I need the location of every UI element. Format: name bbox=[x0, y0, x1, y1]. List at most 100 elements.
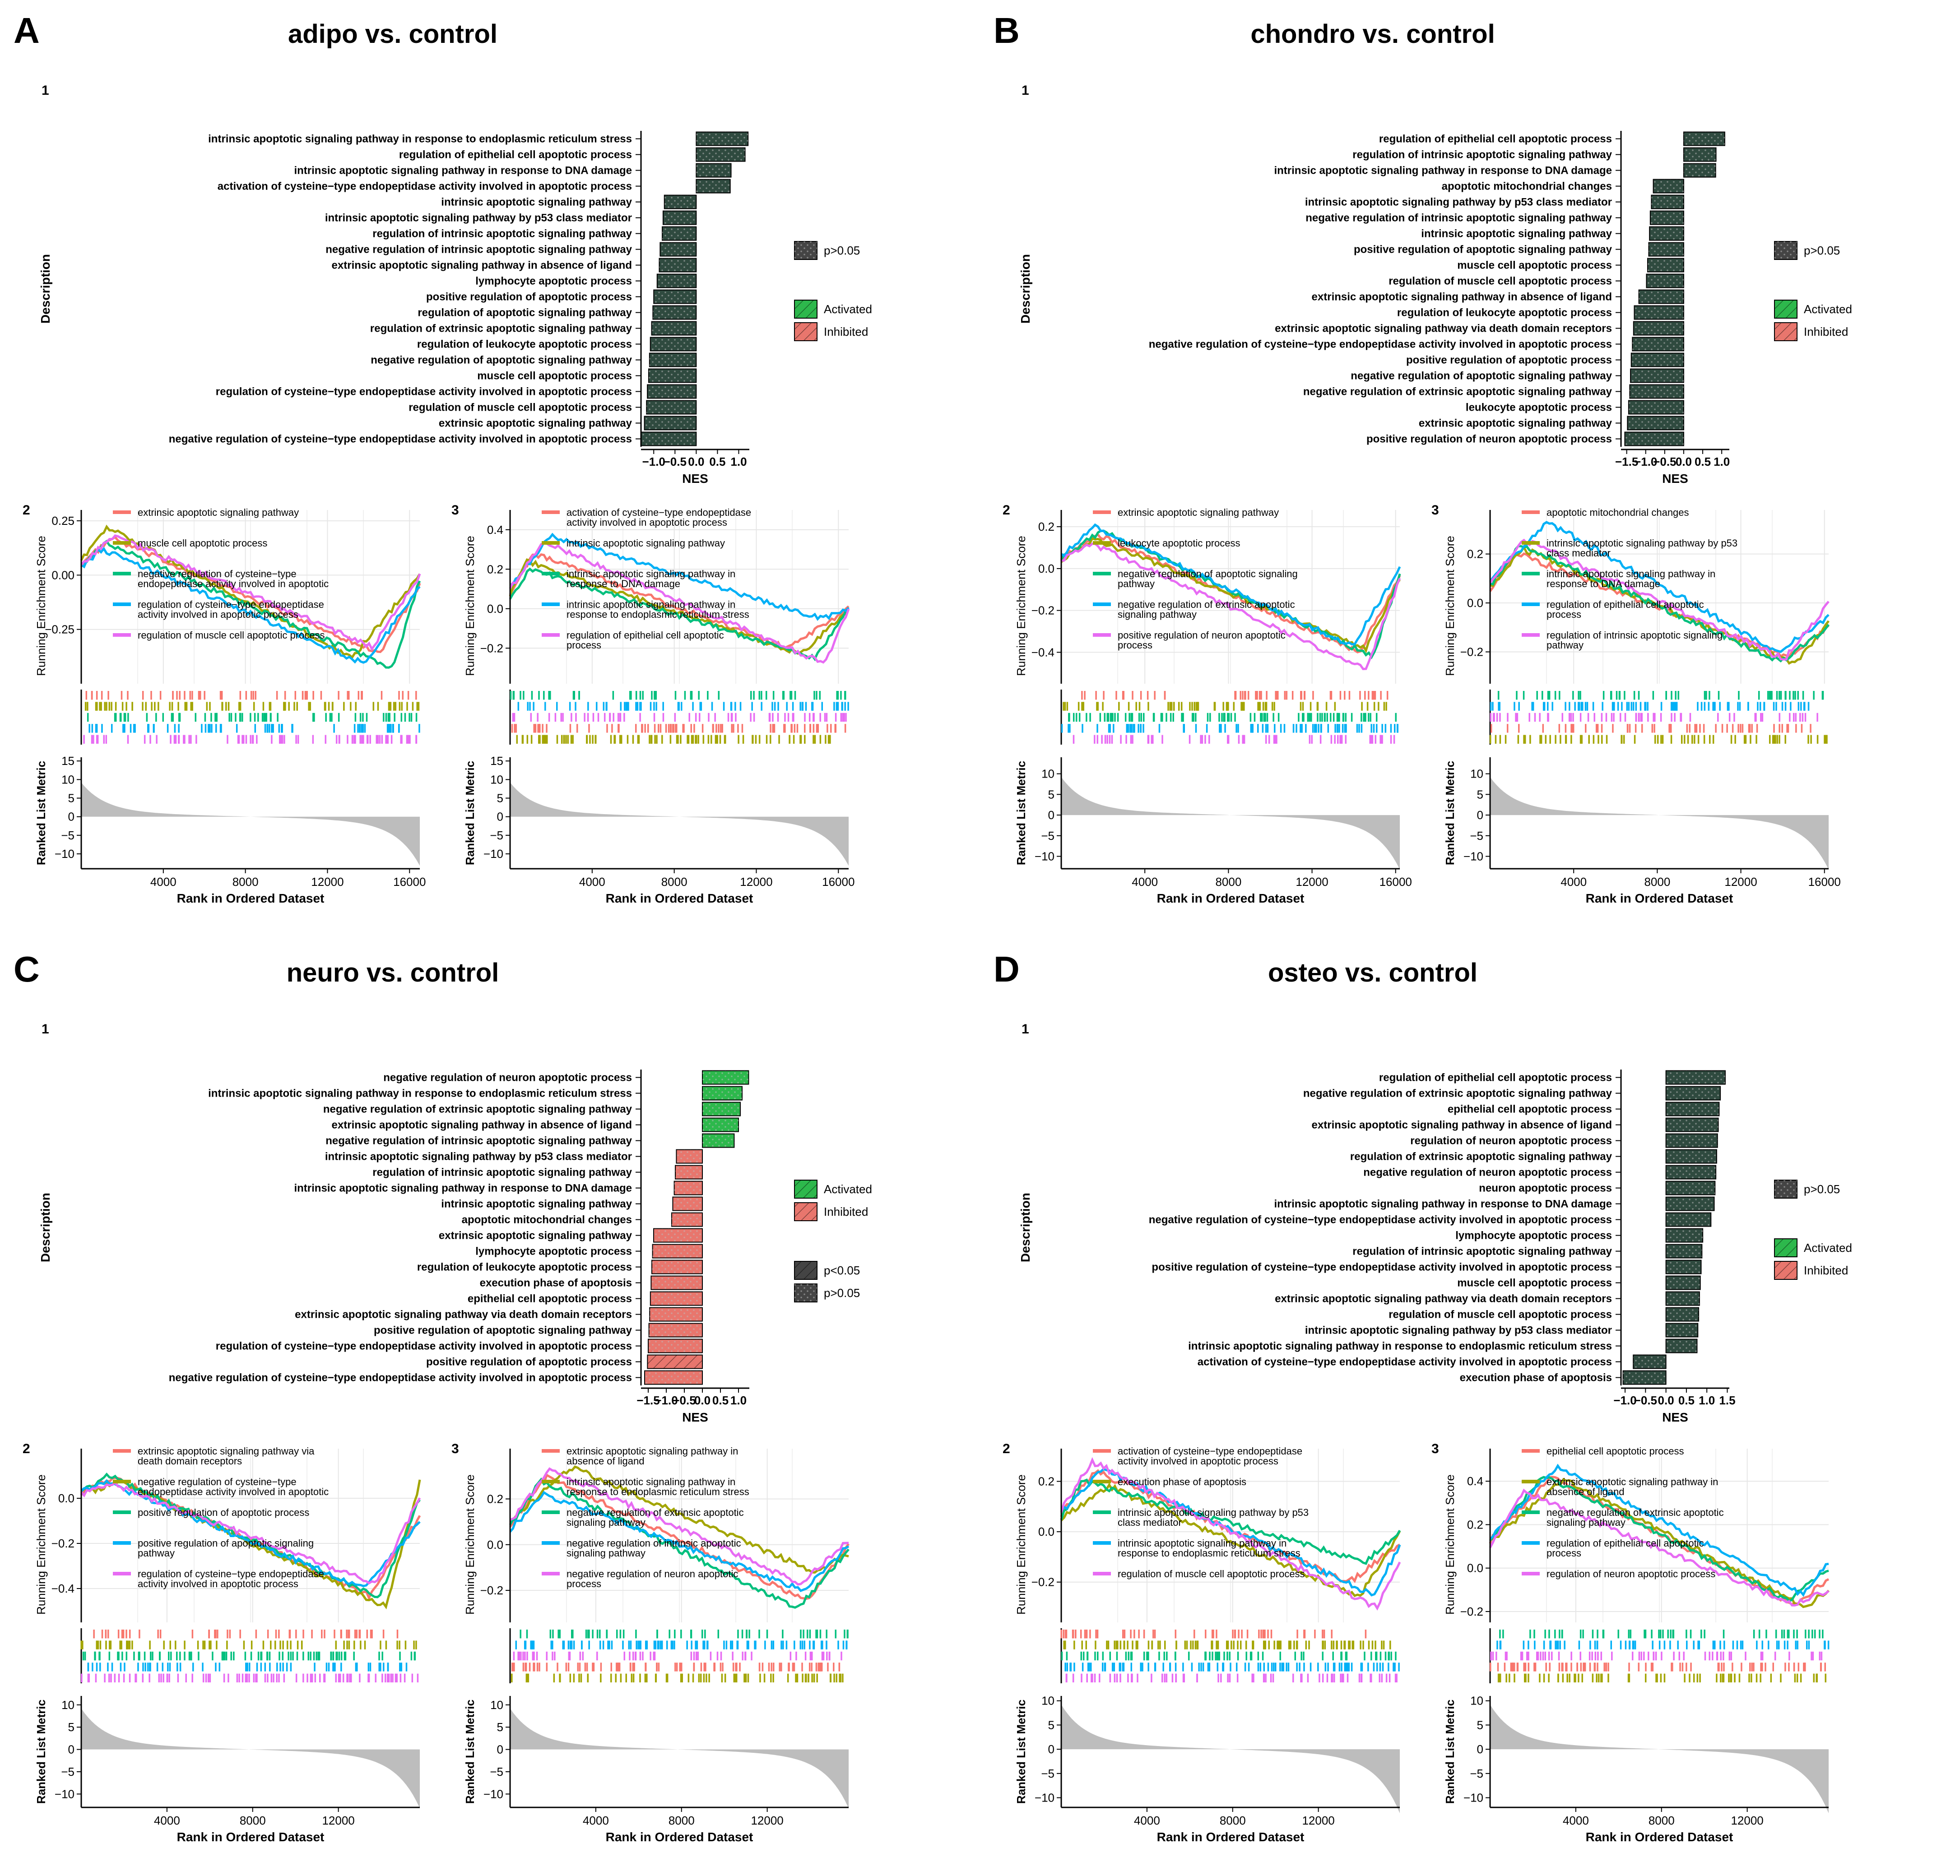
gsea-legend-label: intrinsic apoptotic signaling pathway in bbox=[567, 1476, 735, 1487]
bar-y-axis-title: Description bbox=[38, 254, 52, 324]
gsea-curve bbox=[1061, 542, 1401, 670]
gsea-legend-label: activity involved in apoptotic process bbox=[567, 517, 727, 528]
bar-category-label: intrinsic apoptotic signaling pathway by… bbox=[1305, 1325, 1612, 1337]
bar-category-label: extrinsic apoptotic signaling pathway vi… bbox=[295, 1309, 632, 1321]
gsea-y-tick-label: 0.2 bbox=[487, 562, 503, 576]
bar-y-axis-title: Description bbox=[1018, 254, 1032, 324]
bar-category-label: extrinsic apoptotic signaling pathway in… bbox=[1312, 1119, 1612, 1131]
bar-category-label: activation of cysteine−type endopeptidas… bbox=[218, 181, 632, 193]
bar-texture bbox=[660, 242, 697, 256]
gsea-legend-label: pathway bbox=[1547, 639, 1584, 651]
panel-letter: A bbox=[14, 10, 40, 51]
bar-category-label: positive regulation of cysteine−type end… bbox=[1152, 1261, 1612, 1274]
gsea-curve bbox=[1489, 521, 1830, 653]
gsea-legend-label: endopeptidase activity involved in apopt… bbox=[138, 578, 329, 589]
bar-texture bbox=[1623, 1371, 1666, 1385]
ranked-x-axis-title: Rank in Ordered Dataset bbox=[177, 891, 325, 905]
bar-x-tick-label: 0.0 bbox=[694, 1394, 711, 1407]
gsea-legend-label: activity involved in apoptotic process bbox=[138, 1578, 298, 1589]
gsea-legend-label: positive regulation of apoptotic process bbox=[138, 1507, 309, 1518]
bar-texture bbox=[646, 400, 697, 414]
bar-texture bbox=[647, 384, 697, 398]
bar-x-tick-label: −0.5 bbox=[1634, 1394, 1657, 1407]
ranked-y-tick-label: 5 bbox=[68, 1720, 74, 1734]
bar-category-label: intrinsic apoptotic signaling pathway in… bbox=[1274, 165, 1612, 177]
panel-title: osteo vs. control bbox=[1268, 958, 1477, 987]
legend-key-texture bbox=[1774, 323, 1797, 341]
bar-category-label: lymphocyte apoptotic process bbox=[475, 1246, 632, 1258]
gsea-legend-label: extrinsic apoptotic signaling pathway bbox=[138, 507, 299, 518]
bar-x-tick-label: −0.5 bbox=[673, 1394, 696, 1407]
ranked-x-tick-label: 12000 bbox=[322, 1814, 354, 1827]
gsea-curve bbox=[509, 1477, 850, 1609]
bar-texture bbox=[659, 258, 697, 272]
gsea-y-axis-title: Running Enrichment Score bbox=[34, 1474, 48, 1615]
gsea-curve bbox=[1060, 1478, 1401, 1565]
gsea-curve bbox=[510, 1467, 849, 1586]
gsea-legend-label: extrinsic apoptotic signaling pathway vi… bbox=[138, 1445, 315, 1457]
legend-label-activated: Activated bbox=[824, 302, 872, 316]
ranked-y-tick-label: 0 bbox=[1477, 1742, 1483, 1756]
bar-x-tick-label: −1.0 bbox=[1634, 455, 1657, 468]
ranked-x-axis-title: Rank in Ordered Dataset bbox=[606, 891, 753, 905]
panel-title: adipo vs. control bbox=[288, 19, 497, 49]
bar-x-axis-title: NES bbox=[1662, 1410, 1688, 1424]
bar-texture bbox=[1649, 242, 1684, 256]
bar-texture bbox=[1630, 369, 1684, 383]
gsea-y-tick-label: 0.0 bbox=[487, 602, 503, 616]
bar-texture bbox=[1666, 1228, 1703, 1242]
gsea-curve bbox=[509, 542, 850, 664]
legend-label-pna: p>0.05 bbox=[824, 244, 860, 257]
bar-texture bbox=[1666, 1213, 1711, 1227]
gsea-legend-label: signaling pathway bbox=[567, 1547, 646, 1559]
ranked-y-tick-label: 10 bbox=[490, 773, 503, 786]
gsea-y-axis-title: Running Enrichment Score bbox=[1014, 536, 1028, 676]
bar-x-tick-label: 0.5 bbox=[1695, 455, 1711, 468]
gsea-curve bbox=[80, 534, 421, 651]
ranked-x-axis-title: Rank in Ordered Dataset bbox=[1586, 891, 1733, 905]
ranked-x-tick-label: 12000 bbox=[740, 875, 772, 889]
ranked-x-tick-label: 16000 bbox=[393, 875, 426, 889]
gsea-legend-label: negative regulation of cysteine−type bbox=[138, 1476, 297, 1487]
bar-texture bbox=[652, 1260, 702, 1274]
gsea-y-tick-label: 0.2 bbox=[487, 1492, 503, 1505]
bar-category-label: extrinsic apoptotic signaling pathway bbox=[1419, 417, 1612, 430]
bar-texture bbox=[1666, 1292, 1700, 1306]
gsea-y-tick-label: −0.25 bbox=[45, 623, 74, 636]
gsea-legend-label: positive regulation of neuron apoptotic bbox=[1118, 630, 1286, 641]
gsea-legend-label: response to DNA damage bbox=[1547, 578, 1660, 589]
ranked-y-tick-label: 0 bbox=[1048, 808, 1054, 822]
ranked-x-tick-label: 4000 bbox=[579, 875, 605, 889]
gsea-y-tick-label: 0.2 bbox=[1038, 1475, 1054, 1488]
bar-category-label: lymphocyte apoptotic process bbox=[475, 275, 632, 287]
bar-y-axis-title: Description bbox=[38, 1193, 52, 1262]
legend-label-inhibited: Inhibited bbox=[1804, 1264, 1848, 1277]
ranked-y-tick-label: −10 bbox=[483, 1787, 503, 1801]
gsea-legend-label: response to endoplasmic reticulum stress bbox=[567, 1486, 749, 1497]
bar-category-label: negative regulation of intrinsic apoptot… bbox=[325, 244, 632, 256]
gsea-y-axis-title: Running Enrichment Score bbox=[1443, 1474, 1457, 1615]
gsea-legend-label: negative regulation of apoptotic signali… bbox=[1118, 568, 1298, 579]
gsea-legend-label: negative regulation of extrinsic apoptot… bbox=[567, 1507, 744, 1518]
legend-label-activated: Activated bbox=[1804, 302, 1852, 316]
ranked-metric-area bbox=[1061, 1705, 1400, 1813]
bar-category-label: intrinsic apoptotic signaling pathway bbox=[441, 1198, 632, 1210]
bar-x-tick-label: −1.0 bbox=[1613, 1394, 1636, 1407]
legend-label-inhibited: Inhibited bbox=[1804, 325, 1848, 338]
panel-letter: B bbox=[994, 10, 1020, 51]
ranked-y-tick-label: 10 bbox=[1470, 767, 1483, 781]
bar-x-tick-label: −0.5 bbox=[1653, 455, 1676, 468]
gsea-legend-label: signaling pathway bbox=[1547, 1517, 1626, 1528]
subpanel-number: 3 bbox=[1431, 1441, 1439, 1456]
bar-texture bbox=[676, 1149, 702, 1163]
bar-texture bbox=[1628, 400, 1684, 414]
ranked-y-tick-label: −10 bbox=[1035, 1791, 1054, 1805]
subpanel-number: 1 bbox=[42, 83, 49, 98]
bar-category-label: intrinsic apoptotic signaling pathway in… bbox=[1188, 1340, 1612, 1353]
legend-key-texture bbox=[794, 1284, 817, 1302]
subpanel-number: 1 bbox=[42, 1022, 49, 1037]
ranked-y-axis-title: Ranked List Metric bbox=[463, 761, 477, 865]
bar-x-tick-label: 0.5 bbox=[1678, 1394, 1695, 1407]
bar-category-label: regulation of muscle cell apoptotic proc… bbox=[1389, 275, 1612, 287]
ranked-x-tick-label: 4000 bbox=[1561, 875, 1587, 889]
